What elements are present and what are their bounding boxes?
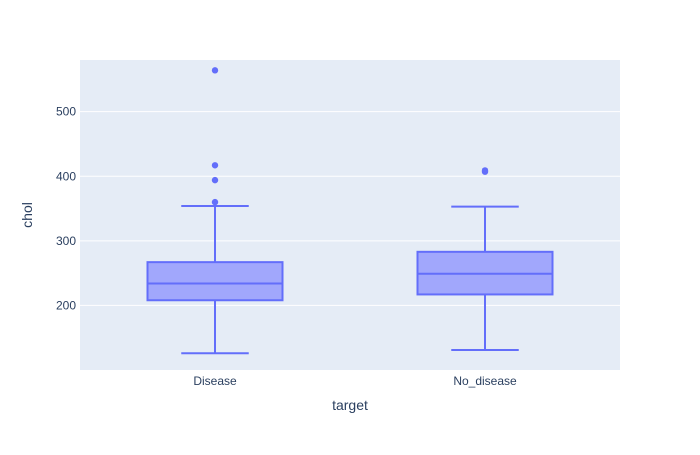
box-series (146, 67, 554, 355)
y-tick-label: 200 (56, 298, 76, 312)
outlier-point (211, 198, 219, 206)
x-tick-label: No_disease (453, 374, 517, 388)
y-tick-label: 400 (56, 169, 76, 183)
x-axis-ticks: Disease No_disease (193, 374, 517, 388)
x-axis-title: target (332, 397, 368, 413)
outlier-point (481, 167, 489, 174)
outlier-point (211, 67, 219, 74)
x-tick-label: Disease (193, 374, 237, 388)
outlier-point (211, 176, 219, 184)
y-axis-ticks: 200 300 400 500 (56, 105, 76, 313)
gridlines (80, 111, 620, 306)
y-tick-label: 500 (56, 105, 76, 119)
interquartile-box (146, 261, 284, 302)
y-axis-title: chol (19, 202, 35, 228)
plot-background (80, 60, 620, 370)
box-disease (146, 67, 284, 355)
y-tick-label: 300 (56, 234, 76, 248)
outlier-point (211, 162, 219, 169)
box-no-disease (416, 167, 554, 351)
